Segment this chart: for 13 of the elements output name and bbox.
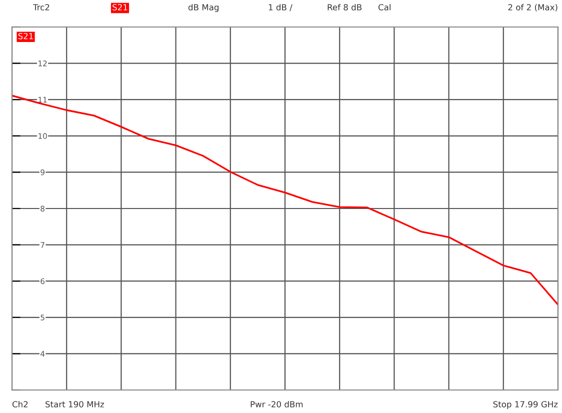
text: Ref 8 dB	[328, 4, 362, 10]
text: dB Mag	[188, 4, 218, 12]
text: Ch2	[12, 400, 28, 408]
text: Stop 17.99 GHz	[493, 401, 558, 410]
text: S21	[112, 4, 128, 10]
text: Cal	[378, 4, 390, 10]
text: 2 of 2 (Max)	[508, 4, 558, 12]
text: S21	[18, 32, 33, 40]
text: 1 dB /	[268, 4, 292, 12]
line-series	[12, 94, 558, 306]
text: Start 190 MHz	[46, 401, 104, 408]
text: Trc2	[32, 4, 50, 10]
text: Pwr -20 dBm	[250, 400, 303, 408]
